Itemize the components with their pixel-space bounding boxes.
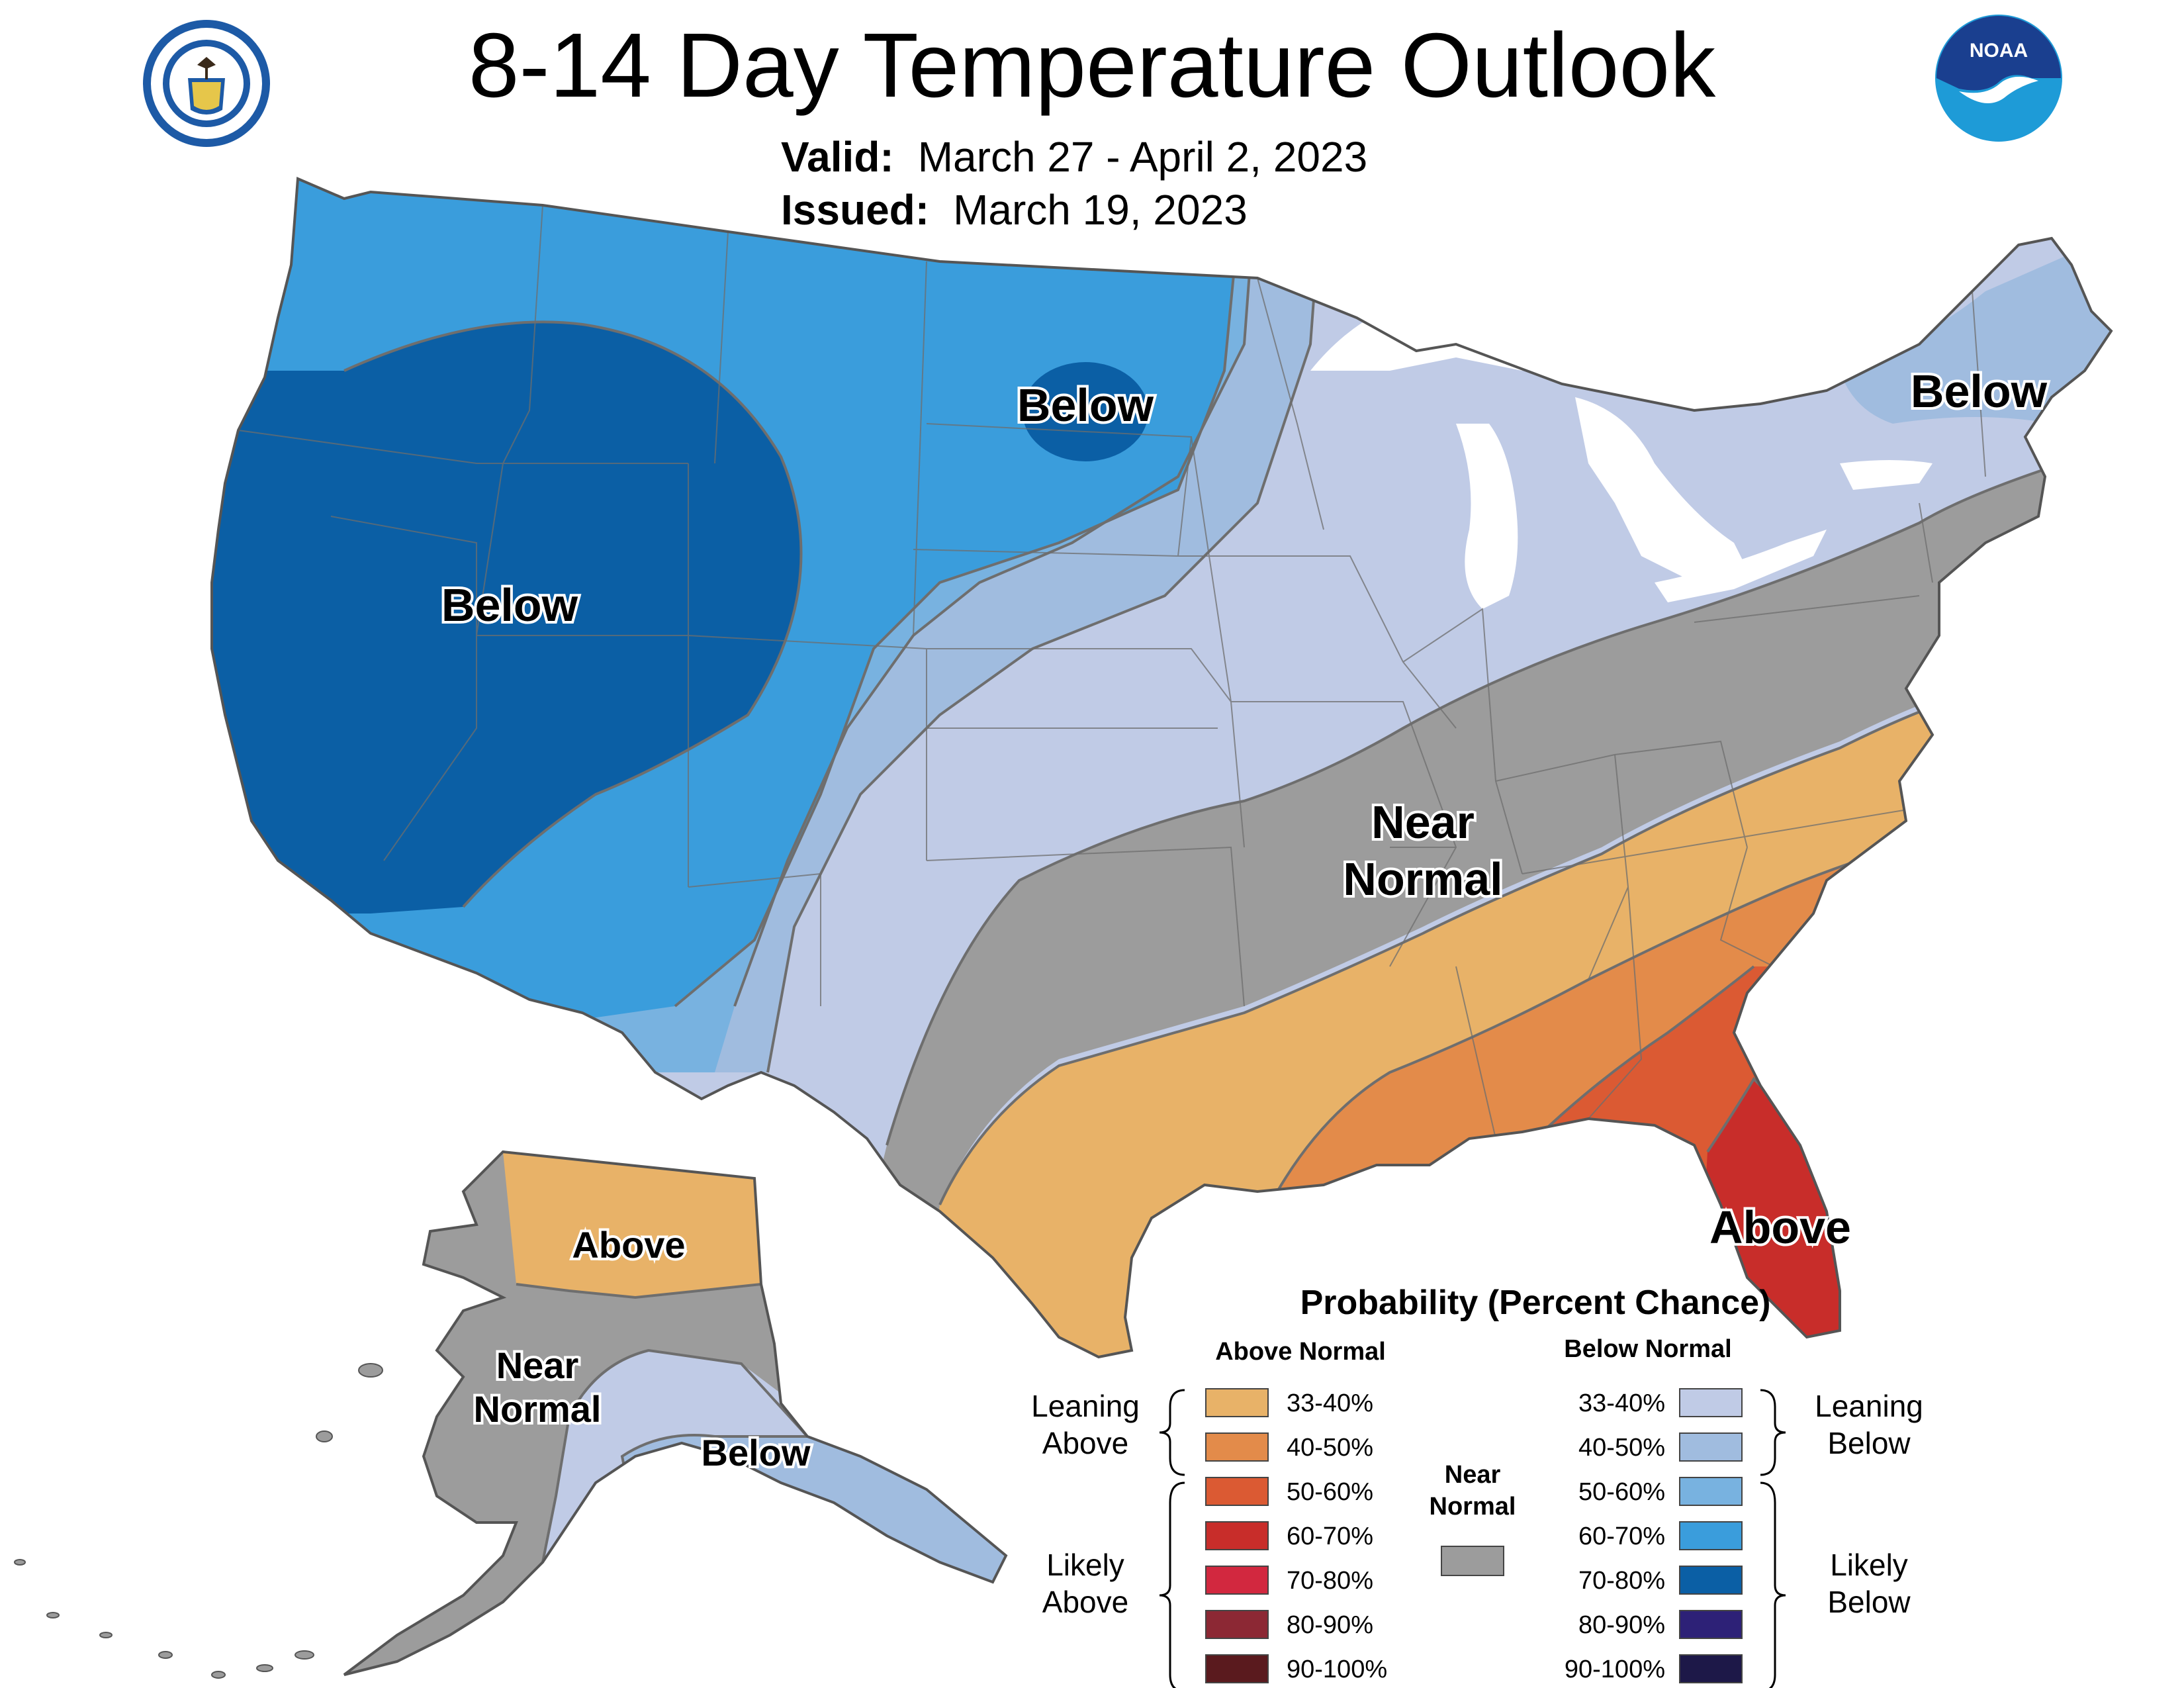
legend-above-item-label: 50-60% <box>1287 1478 1373 1506</box>
legend-above-item-label: 70-80% <box>1287 1567 1373 1595</box>
noaa-logo-text: NOAA <box>1970 40 2028 62</box>
legend-leaning-above-2: Above <box>1042 1426 1128 1460</box>
legend-likely-below-1: Likely <box>1830 1548 1908 1582</box>
legend-below-item-swatch <box>1679 1477 1743 1506</box>
ak-zone-above-33-40 <box>503 1152 761 1297</box>
state-lines <box>238 205 1986 1139</box>
legend-near-header-1: Near <box>1445 1461 1501 1489</box>
legend-title: Probability (Percent Chance) <box>1300 1284 1771 1322</box>
lake-ontario <box>1840 460 1933 490</box>
legend-above-item-swatch <box>1205 1477 1269 1506</box>
valid-dates: March 27 - April 2, 2023 <box>917 133 1368 181</box>
label-alaska-near-line1: Near <box>496 1344 579 1386</box>
legend-above-item-swatch <box>1205 1521 1269 1550</box>
legend-above-rows: 33-40% 40-50% 50-60% 60-70% 70-80% 80-90% 90-1… <box>1205 1388 1387 1683</box>
legend-below-item-swatch <box>1679 1566 1743 1595</box>
legend-leaning-below-2: Below <box>1827 1426 1911 1460</box>
legend-likely-above-1: Likely <box>1046 1548 1124 1582</box>
lake-michigan <box>1456 424 1518 609</box>
legend-below-item-label: 90-100% <box>1565 1656 1665 1683</box>
legend-above-item-swatch <box>1205 1566 1269 1595</box>
label-below-west: Below <box>441 579 578 631</box>
legend-below-item-swatch <box>1679 1654 1743 1683</box>
legend-below-item-swatch <box>1679 1432 1743 1462</box>
legend-brace-likely-below <box>1760 1481 1786 1688</box>
legend-below-item-swatch <box>1679 1610 1743 1639</box>
issued-label: Issued: <box>781 186 930 234</box>
legend-above-item-label: 80-90% <box>1287 1611 1373 1639</box>
legend-above-item-label: 40-50% <box>1287 1434 1373 1462</box>
legend-above-item-swatch <box>1205 1654 1269 1683</box>
legend-below-item-label: 40-50% <box>1578 1434 1665 1462</box>
legend-above-item-swatch <box>1205 1432 1269 1462</box>
lake-erie <box>1655 530 1827 602</box>
zone-below-70-80-north <box>1023 362 1148 461</box>
label-alaska-near-line2: Normal <box>474 1388 602 1430</box>
legend-below-item-swatch <box>1679 1388 1743 1417</box>
label-below-northeast: Below <box>1911 365 2048 417</box>
label-below-north: Below <box>1017 379 1154 431</box>
legend-brace-leaning-below <box>1760 1389 1786 1476</box>
label-near-normal-line1: Near <box>1371 796 1475 848</box>
zone-near-normal <box>827 437 2111 1357</box>
issued-row: Issued: March 19, 2023 <box>781 185 1248 234</box>
legend-near-header-2: Normal <box>1430 1493 1516 1521</box>
legend-below-rows: 33-40% 40-50% 50-60% 60-70% 70-80% 80-90% 90-1… <box>1565 1388 1743 1683</box>
page-title: 8-14 Day Temperature Outlook <box>468 15 1716 117</box>
legend-below-item-label: 70-80% <box>1578 1567 1665 1595</box>
commerce-seal-logo <box>143 20 270 147</box>
label-above-southeast: Above <box>1709 1201 1851 1253</box>
legend-above-header: Above Normal <box>1215 1338 1386 1366</box>
issued-date: March 19, 2023 <box>953 186 1248 234</box>
legend-above-item-label: 60-70% <box>1287 1523 1373 1550</box>
label-near-normal-line2: Normal <box>1343 853 1502 905</box>
aleutian-islands <box>14 1363 383 1679</box>
ak-zone-boundaries <box>516 1283 809 1563</box>
legend-below-header: Below Normal <box>1564 1335 1731 1363</box>
legend-likely-above-2: Above <box>1042 1585 1128 1619</box>
legend-brace-leaning-above <box>1159 1389 1185 1476</box>
label-alaska-above: Above <box>572 1224 685 1266</box>
legend-below-item-label: 80-90% <box>1578 1611 1665 1639</box>
legend-leaning-above-1: Leaning <box>1031 1389 1140 1423</box>
lake-huron <box>1575 397 1747 583</box>
legend-brace-likely-above <box>1159 1481 1185 1688</box>
legend-near-normal-swatch <box>1441 1546 1504 1576</box>
noaa-logo: NOAA <box>1935 15 2062 142</box>
label-alaska-below: Below <box>702 1432 811 1474</box>
legend-below-item-label: 60-70% <box>1578 1523 1665 1550</box>
legend-below-item-label: 50-60% <box>1578 1478 1665 1506</box>
legend-above-item-swatch <box>1205 1610 1269 1639</box>
legend-below-item-swatch <box>1679 1521 1743 1550</box>
legend-above-item-label: 33-40% <box>1287 1389 1373 1417</box>
legend-above-item-swatch <box>1205 1388 1269 1417</box>
zone-below-70-80-west <box>212 322 801 914</box>
legend-likely-below-2: Below <box>1827 1585 1911 1619</box>
legend-above-item-label: 90-100% <box>1287 1656 1387 1683</box>
legend-leaning-below-1: Leaning <box>1815 1389 1923 1423</box>
legend-below-item-label: 33-40% <box>1578 1389 1665 1417</box>
valid-row: Valid: March 27 - April 2, 2023 <box>781 132 1367 181</box>
valid-label: Valid: <box>781 133 894 181</box>
